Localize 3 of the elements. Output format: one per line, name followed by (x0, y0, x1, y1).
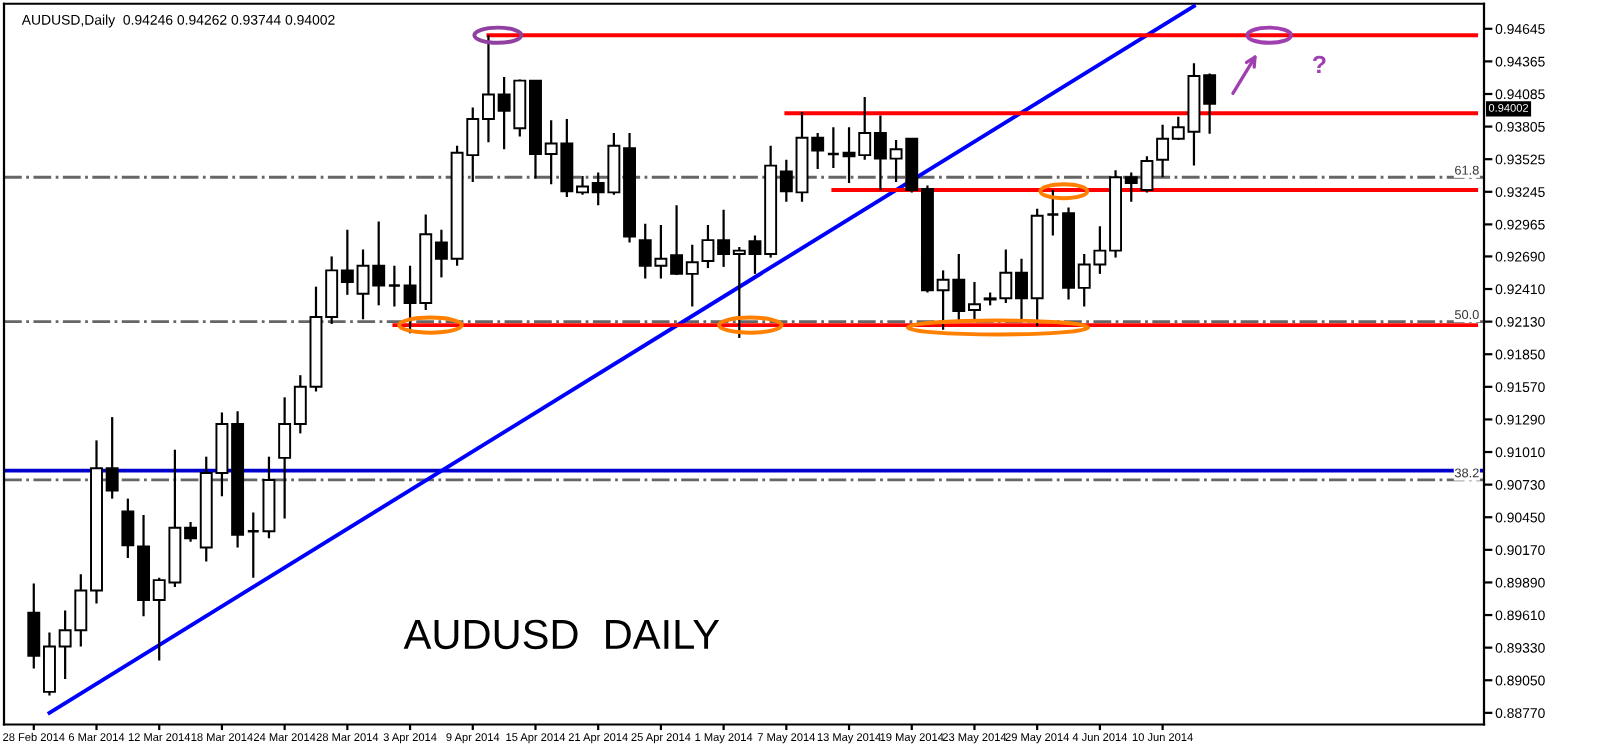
annotation: ? (1312, 55, 1326, 74)
text: AUDUSD DAILY (403, 619, 720, 650)
candlestick (387, 264, 402, 308)
